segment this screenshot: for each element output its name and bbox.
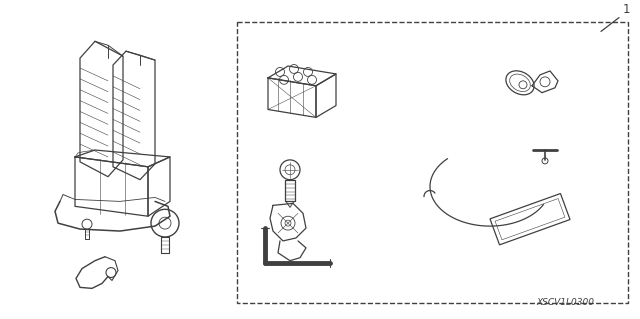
Bar bbox=[237, 22, 628, 303]
Text: XSCV1L0300: XSCV1L0300 bbox=[536, 298, 594, 307]
Text: 1: 1 bbox=[623, 3, 630, 16]
Circle shape bbox=[542, 158, 548, 164]
